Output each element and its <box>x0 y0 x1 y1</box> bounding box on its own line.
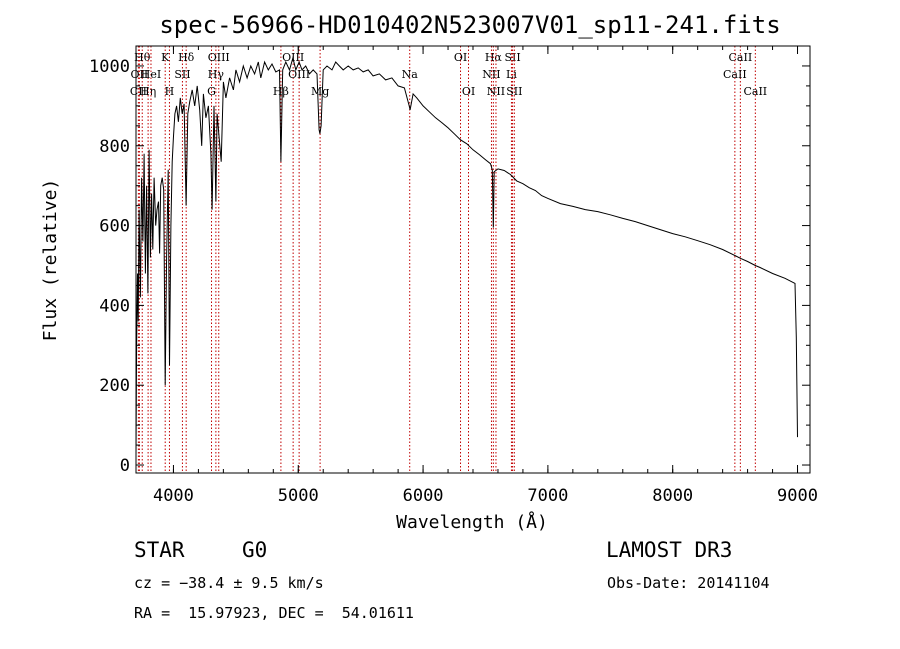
line-label: SII <box>174 68 190 81</box>
line-label: Hη <box>140 85 156 98</box>
line-label: CaII <box>743 85 767 98</box>
line-label: OIII <box>288 68 310 81</box>
line-label: Hγ <box>208 68 225 81</box>
line-label: SII <box>506 85 522 98</box>
line-label: K <box>161 51 170 64</box>
redshift-velocity: cz = −38.4 ± 9.5 km/s <box>134 574 324 592</box>
line-label: G <box>207 85 216 98</box>
line-label: CaII <box>729 51 753 64</box>
line-label: OI <box>462 85 475 98</box>
line-label: HeI <box>141 68 161 81</box>
y-axis-label: Flux (relative) <box>40 179 61 342</box>
line-label: Hα <box>485 51 503 64</box>
y-tick-label: 1000 <box>89 57 130 77</box>
x-tick-label: 4000 <box>153 486 194 506</box>
x-tick-label: 7000 <box>527 486 568 506</box>
line-label: Hδ <box>178 51 195 64</box>
line-label: Hβ <box>273 85 289 98</box>
line-label: CaII <box>723 68 747 81</box>
x-tick-label: 6000 <box>403 486 444 506</box>
line-label: OI <box>454 51 467 64</box>
x-tick-label: 8000 <box>652 486 693 506</box>
plot-frame <box>135 45 811 474</box>
line-label: OII <box>131 68 149 81</box>
sky-coordinates: RA = 15.97923, DEC = 54.01611 <box>134 604 414 622</box>
line-label: Na <box>402 68 419 81</box>
object-class: STAR <box>134 538 185 562</box>
y-tick-label: 0 <box>120 456 130 476</box>
y-tick-label: 800 <box>99 137 130 157</box>
x-tick-label: 9000 <box>777 486 818 506</box>
line-label: OIII <box>208 51 230 64</box>
axis-ticks: 4000 5000 6000 7000 8000 9000 0 200 400 600 800 100… <box>89 46 818 506</box>
survey-name: LAMOST DR3 <box>606 538 733 562</box>
line-label: H <box>165 85 175 98</box>
y-tick-label: 600 <box>99 217 130 237</box>
line-label: Hθ <box>134 51 151 64</box>
observation-date: Obs-Date: 20141104 <box>607 574 770 592</box>
line-label: NII <box>482 68 500 81</box>
spectrum-line <box>135 56 798 458</box>
line-label: NII <box>487 85 505 98</box>
object-subclass: G0 <box>242 538 268 562</box>
y-tick-label: 400 <box>99 296 130 316</box>
x-axis-label: Wavelength (Å) <box>396 511 548 533</box>
x-tick-label: 5000 <box>278 486 319 506</box>
line-label: Li <box>506 68 517 81</box>
chart-title: spec-56966-HD010402N523007V01_sp11-241.f… <box>159 11 780 39</box>
y-tick-label: 200 <box>99 376 130 396</box>
line-markers: CIIOIIHθHηHeIKSIIHHδGHγOIIIHβOIIIOIIIMgN… <box>130 46 767 473</box>
line-label: Mg <box>311 85 329 98</box>
line-label: SII <box>504 51 520 64</box>
